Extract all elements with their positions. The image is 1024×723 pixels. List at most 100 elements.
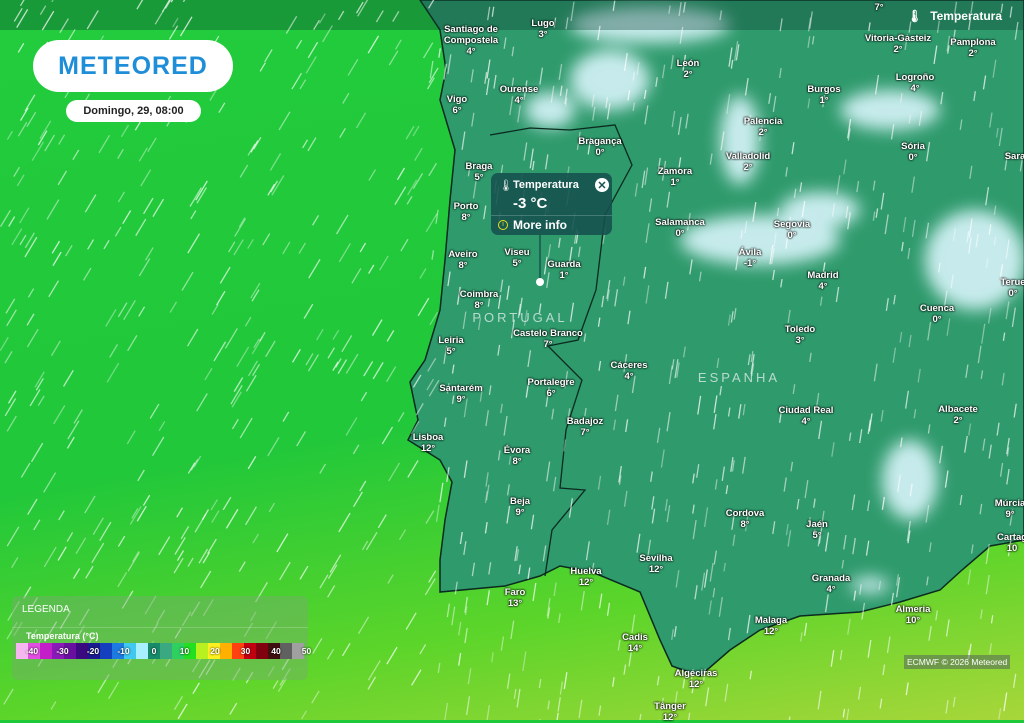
wind-streak <box>898 475 901 492</box>
wind-streak <box>387 367 396 382</box>
date-time[interactable]: Domingo, 29, 08:00 <box>66 100 201 122</box>
wind-streak <box>304 304 313 318</box>
close-icon[interactable]: ✕ <box>595 178 609 192</box>
wind-streak <box>124 300 136 319</box>
info-icon: i <box>498 220 508 230</box>
wind-streak <box>188 329 198 346</box>
wind-streak <box>118 572 127 587</box>
wind-streak <box>472 563 474 576</box>
more-info-link[interactable]: More info <box>513 218 567 232</box>
wind-streak <box>818 691 821 709</box>
wind-streak <box>729 408 730 417</box>
wind-streak <box>632 615 635 633</box>
country-label-portugal: PORTUGAL <box>472 311 567 325</box>
wind-streak <box>876 208 877 217</box>
wind-streak <box>651 472 653 482</box>
wind-streak <box>989 445 991 459</box>
wind-streak <box>902 242 903 251</box>
wind-streak <box>430 61 433 78</box>
wind-streak <box>440 483 443 503</box>
wind-streak <box>240 165 247 177</box>
wind-streak <box>638 714 641 720</box>
wind-streak <box>846 709 849 720</box>
wind-streak <box>644 90 645 99</box>
wind-streak <box>486 410 488 426</box>
wind-streak <box>656 77 657 87</box>
wind-streak <box>859 687 861 700</box>
wind-streak <box>489 562 491 574</box>
wind-streak <box>773 521 775 534</box>
wind-streak <box>613 677 614 686</box>
wind-streak <box>1003 333 1004 341</box>
wind-streak <box>47 200 59 220</box>
wind-streak <box>464 460 467 477</box>
wind-streak <box>1001 463 1003 477</box>
wind-streak <box>366 532 376 549</box>
city-label[interactable]: Ávila-1° <box>739 247 762 269</box>
meteored-logo[interactable]: METEORED <box>33 40 233 92</box>
wind-streak <box>93 518 103 535</box>
wind-streak <box>7 131 12 139</box>
wind-streak <box>406 613 416 630</box>
wind-streak <box>150 404 159 418</box>
wind-streak <box>1014 674 1016 688</box>
wind-streak <box>297 431 306 446</box>
wind-streak <box>717 358 718 368</box>
layer-selector[interactable]: 🌡 Temperatura <box>907 9 1002 23</box>
wind-streak <box>901 438 902 448</box>
city-label[interactable]: Sara <box>1005 151 1024 162</box>
city-label[interactable]: Cartag10 <box>997 532 1024 554</box>
city-name: Pamplona <box>950 37 995 48</box>
wind-streak <box>420 268 426 278</box>
city-temp: 8° <box>448 260 477 271</box>
